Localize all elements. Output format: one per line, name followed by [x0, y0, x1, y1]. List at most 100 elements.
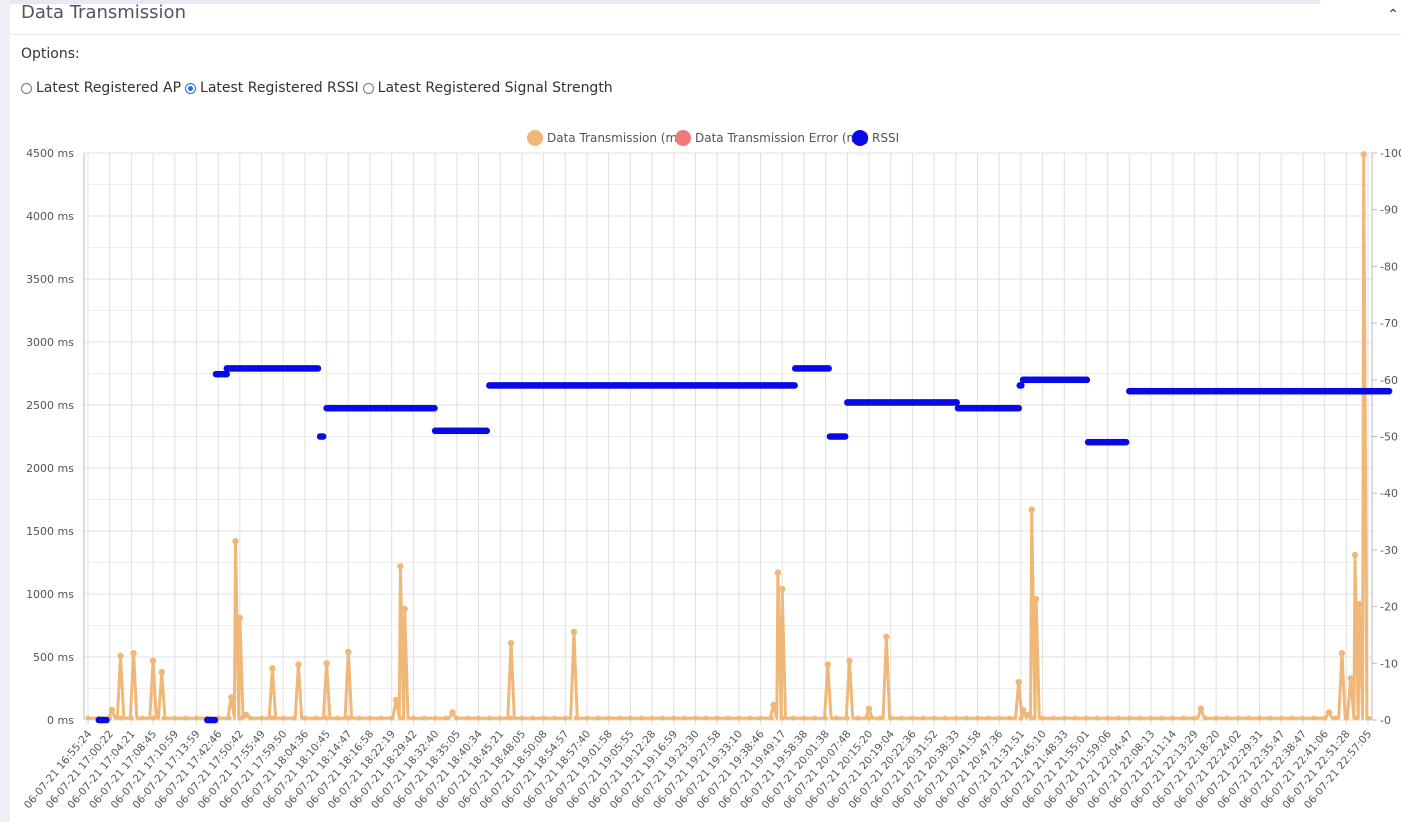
rssi-point	[314, 365, 322, 372]
rssi-point	[319, 433, 327, 440]
y-left-tick-label: 3500 ms	[26, 273, 74, 286]
y-left-tick-label: 3000 ms	[26, 336, 74, 349]
data-transmission-point	[638, 715, 644, 721]
data-transmission-point	[401, 605, 408, 613]
data-transmission-point	[920, 715, 926, 721]
data-transmission-point	[149, 657, 157, 664]
data-transmission-point	[1116, 715, 1122, 721]
data-transmission-point	[649, 715, 655, 721]
y-right-tick-label: -0	[1380, 714, 1391, 727]
data-transmission-point	[1191, 715, 1197, 721]
data-transmission-point	[236, 614, 244, 622]
data-transmission-point	[449, 709, 456, 716]
legend-data-transmission-label: Data Transmission (ms)	[547, 131, 688, 145]
data-transmission-point	[942, 715, 948, 721]
rssi-point	[825, 365, 832, 372]
data-transmission-point	[465, 715, 471, 721]
data-transmission-point	[367, 715, 373, 721]
data-transmission-point	[1007, 715, 1013, 721]
data-transmission-point	[1235, 715, 1241, 721]
data-transmission-point	[779, 585, 786, 593]
legend-rssi-label: RSSI	[872, 131, 899, 145]
data-transmission-point	[1354, 715, 1360, 721]
data-transmission-point	[617, 715, 623, 721]
data-transmission-point	[118, 715, 124, 721]
y-left-tick-label: 1500 ms	[26, 525, 74, 538]
radio-latest-signal-strength[interactable]: Latest Registered Signal Strength	[362, 80, 617, 96]
data-transmission-point	[899, 715, 905, 721]
radio-label-latest-signal-strength: Latest Registered Signal Strength	[377, 80, 613, 96]
chevron-icon[interactable]: ⌃	[1387, 6, 1399, 22]
data-transmission-point	[507, 639, 515, 647]
data-transmission-point	[1050, 715, 1056, 721]
data-transmission-point	[497, 715, 503, 721]
data-transmission-point	[508, 715, 514, 721]
data-transmission-point	[1148, 715, 1154, 721]
data-transmission-point	[1072, 715, 1078, 721]
y-left-tick-label: 0 ms	[47, 714, 74, 727]
data-transmission-point	[1159, 715, 1165, 721]
data-transmission-point	[432, 715, 438, 721]
data-transmission-point	[486, 715, 492, 721]
data-transmission-point	[183, 715, 189, 721]
legend-data-transmission-error-swatch	[675, 130, 691, 146]
data-transmission-point	[519, 715, 525, 721]
data-transmission-point	[595, 715, 601, 721]
data-transmission-point	[606, 715, 612, 721]
data-transmission-point	[703, 715, 709, 721]
data-transmission-point	[295, 661, 302, 668]
data-transmission-point	[1343, 715, 1349, 721]
data-transmission-point	[85, 715, 91, 721]
data-transmission-point	[1325, 709, 1333, 716]
top-divider	[10, 0, 1320, 4]
data-transmission-point	[1365, 715, 1371, 721]
data-transmission-point	[812, 715, 818, 721]
data-transmission-point	[128, 715, 134, 721]
y-right-tick-label: -10	[1380, 657, 1398, 670]
data-transmission-point	[108, 706, 116, 714]
data-transmission-point	[193, 715, 199, 721]
data-transmission-point	[985, 715, 991, 721]
rssi-point	[211, 716, 219, 724]
rssi-point	[103, 716, 110, 724]
data-transmission-point	[1105, 715, 1111, 721]
data-transmission-point	[302, 715, 308, 721]
page-left-strip	[0, 0, 10, 822]
data-transmission-point	[758, 715, 764, 721]
panel-header: Data Transmission ⌃	[10, 0, 1401, 35]
data-transmission-point	[1338, 650, 1346, 657]
data-transmission-point	[130, 650, 137, 657]
data-transmission-point	[323, 660, 330, 667]
data-transmission-point	[1024, 711, 1031, 719]
data-transmission-point	[397, 563, 404, 570]
rssi-point	[841, 433, 849, 440]
data-transmission-point	[736, 715, 742, 721]
data-transmission-point	[1170, 715, 1176, 721]
data-transmission-point	[1032, 595, 1040, 603]
data-transmission-point	[551, 715, 557, 721]
data-transmission-point	[269, 715, 275, 721]
y-right-tick-label: -40	[1380, 487, 1398, 500]
y-left-tick-label: 2500 ms	[26, 399, 74, 412]
data-transmission-point	[1213, 715, 1219, 721]
data-transmission-point	[964, 715, 970, 721]
data-transmission-point	[392, 696, 400, 704]
radio-indicator[interactable]	[362, 82, 374, 94]
radio-latest-rssi[interactable]: Latest Registered RSSI	[185, 80, 363, 96]
radio-indicator[interactable]	[21, 82, 32, 94]
data-transmission-point	[259, 715, 265, 721]
data-transmission-point	[1356, 600, 1363, 608]
data-transmission-point	[1332, 715, 1338, 721]
data-transmission-point	[660, 715, 666, 721]
radio-latest-ap[interactable]: Latest Registered AP	[21, 80, 185, 96]
data-transmission-point	[1257, 715, 1263, 721]
legend-data-transmission-swatch	[527, 130, 543, 146]
data-transmission-point	[570, 628, 578, 635]
radio-indicator[interactable]	[185, 82, 197, 94]
data-transmission-point	[345, 648, 352, 656]
data-transmission-point	[888, 715, 894, 721]
data-transmission-point	[1083, 715, 1089, 721]
data-transmission-point	[1300, 715, 1306, 721]
y-right-tick-label: -70	[1380, 317, 1398, 330]
